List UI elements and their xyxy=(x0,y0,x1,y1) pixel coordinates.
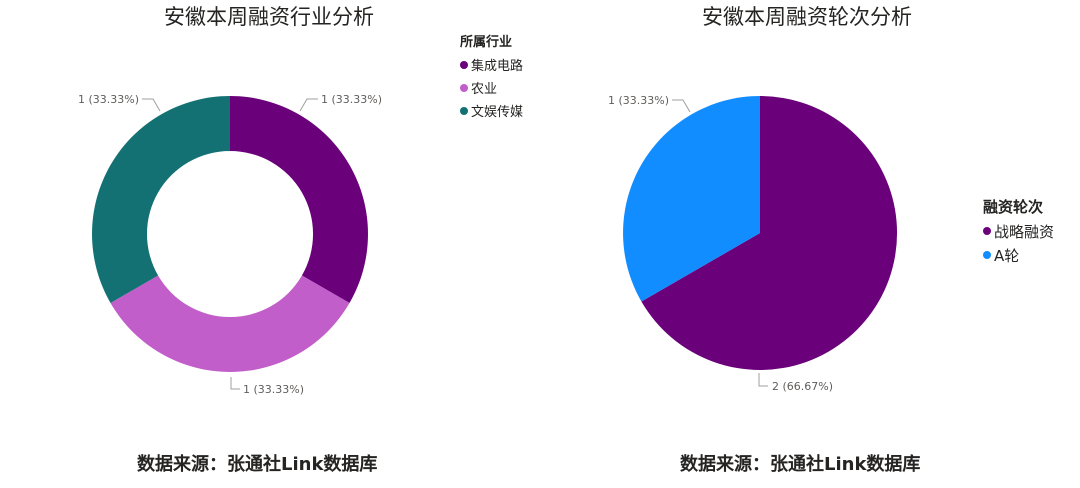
legend-item-label: 农业 xyxy=(471,82,498,97)
legend-item-label: 集成电路 xyxy=(471,59,524,74)
data-label-strategic-financing: 2 (66.67%) xyxy=(772,380,833,393)
legend-dot-icon xyxy=(983,227,991,235)
legend-title: 所属行业 xyxy=(460,35,513,50)
legend-item-strategic-financing[interactable]: 战略融资 xyxy=(983,219,1054,243)
legend-title: 融资轮次 xyxy=(983,198,1044,216)
round-chart-panel: 安徽本周融资轮次分析 1 (33.33%) 2 (66.67%) 融资轮次 战略… xyxy=(540,0,1080,488)
round-pie-chart: 1 (33.33%) 2 (66.67%) xyxy=(608,94,898,393)
legend-item-label: A轮 xyxy=(994,246,1020,265)
pie-slice-series-a[interactable] xyxy=(623,96,760,302)
legend-item-label: 文娱传媒 xyxy=(471,105,524,120)
industry-legend: 所属行业 集成电路 农业 文娱传媒 xyxy=(460,31,523,122)
leader-line-top-left xyxy=(142,98,161,112)
legend-dot-icon xyxy=(460,106,468,115)
legend-item-label: 战略融资 xyxy=(994,222,1055,241)
data-label-media-entertainment: 1 (33.33%) xyxy=(78,93,139,106)
donut-slice-integrated-circuit[interactable] xyxy=(230,96,368,303)
industry-chart-panel: 安徽本周融资行业分析 1 (33.33%) 1 (33.33%) 1 (33.3… xyxy=(78,5,523,475)
leader-line-bottom xyxy=(758,373,768,387)
industry-donut-chart: 1 (33.33%) 1 (33.33%) 1 (33.33%) xyxy=(78,93,382,396)
leader-line-top-right xyxy=(299,98,318,112)
legend-dot-icon xyxy=(460,83,468,92)
data-label-series-a: 1 (33.33%) xyxy=(608,94,669,107)
data-source-footer: 数据来源：张通社Link数据库 xyxy=(680,454,921,475)
legend-dot-icon xyxy=(460,60,468,69)
leader-line-bottom xyxy=(230,377,240,390)
industry-chart-title: 安徽本周融资行业分析 xyxy=(164,5,374,29)
donut-slice-agriculture[interactable] xyxy=(110,275,350,372)
legend-dot-icon xyxy=(983,251,991,259)
data-label-integrated-circuit: 1 (33.33%) xyxy=(321,93,382,106)
legend-item-series-a[interactable]: A轮 xyxy=(983,243,1054,267)
legend-item-media-entertainment[interactable]: 文娱传媒 xyxy=(460,99,523,122)
round-chart-title: 安徽本周融资轮次分析 xyxy=(702,5,912,29)
legend-item-integrated-circuit[interactable]: 集成电路 xyxy=(460,53,523,76)
round-legend: 融资轮次 战略融资 A轮 xyxy=(983,196,1054,267)
data-label-agriculture: 1 (33.33%) xyxy=(243,383,304,396)
pie-slice-strategic-financing[interactable] xyxy=(641,95,898,370)
donut-slice-media-entertainment[interactable] xyxy=(92,96,230,303)
data-source-footer: 数据来源：张通社Link数据库 xyxy=(137,454,378,475)
legend-item-agriculture[interactable]: 农业 xyxy=(460,76,523,99)
leader-line-top-left xyxy=(672,99,691,113)
